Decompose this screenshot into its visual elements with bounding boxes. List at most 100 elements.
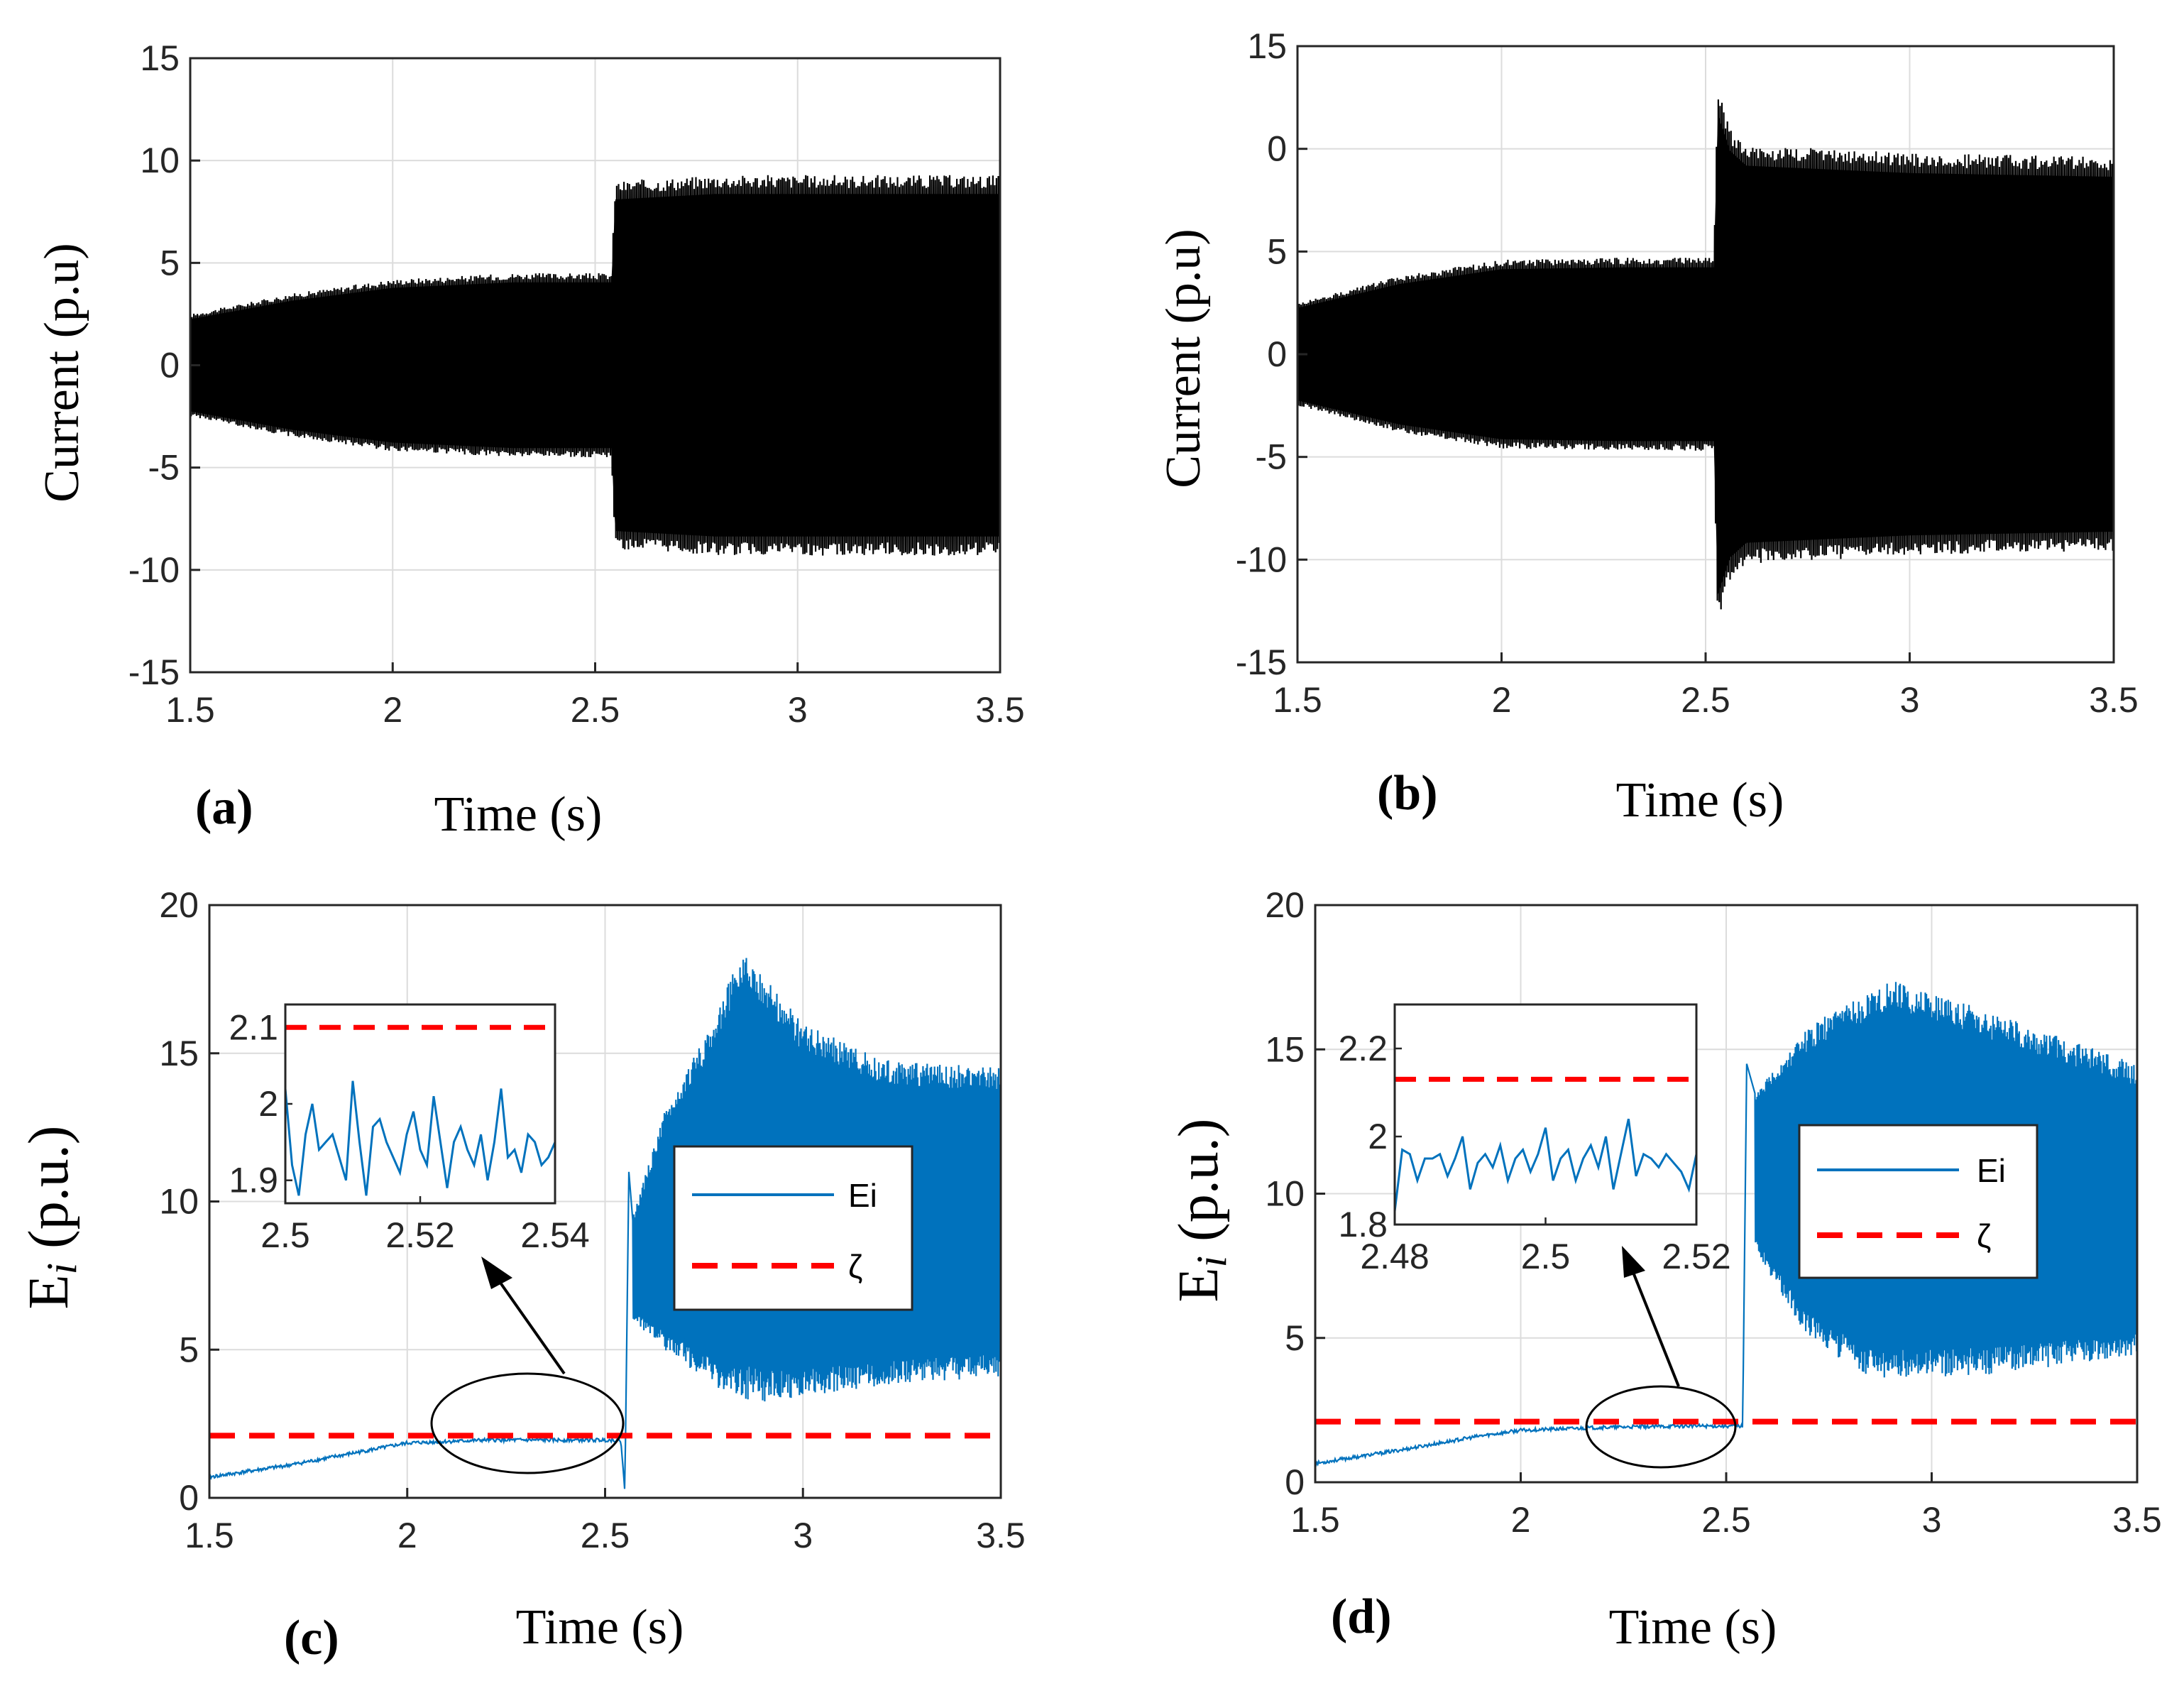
panel-c-legend-ei-label: Ei [848,1177,877,1214]
y-tick-label: 10 [140,141,180,180]
inset-background [285,1004,555,1203]
x-tick-label: 1.5 [1273,680,1322,720]
panel-d-legend: Ei ζ [1798,1124,2038,1279]
inset-frame [1393,1003,1698,1226]
inset-y-tick-label: 2.2 [1338,1029,1388,1068]
y-tick-label: 5 [179,1330,199,1369]
inset-x-tick-label: 2.5 [1521,1237,1571,1276]
y-tick-label: -10 [1236,540,1287,579]
y-tick-label: 0 [1267,129,1287,169]
current-waveform [189,175,1002,556]
y-tick-label: -15 [1236,642,1287,682]
panel-d-legend-ei-label: Ei [1977,1152,2006,1189]
current-envelope-fill [190,194,1000,537]
inset-x-tick-label: 2.52 [1662,1237,1730,1276]
panel-a-xlabel: Time (s) [434,787,603,842]
y-tick-label: -10 [128,550,180,590]
x-tick-label: 2 [1511,1500,1531,1540]
y-tick-label: 15 [140,38,180,78]
inset-y-tick-label: 2 [1368,1117,1388,1156]
panel-d-inset: 2.48 2.5 2.52 1.8 2 2.2 [1338,1003,1731,1276]
panel-c-label: (c) [284,1611,339,1665]
y-tick-label: 10 [159,1182,199,1222]
panel-c-legend-zeta-label: ζ [848,1248,862,1285]
inset-y-tick-label: 1.8 [1338,1205,1388,1244]
panel-b-ticks: 1.5 2 2.5 3 3.5 -15 -10 -5 0 5 0 15 [1236,26,2139,720]
y-tick-label: 5 [160,243,180,283]
y-tick-label: -5 [148,448,180,488]
y-tick-label: 10 [1265,1174,1305,1214]
y-tick-label: 20 [159,885,199,925]
x-tick-label: 2 [383,690,402,730]
panel-b-trace [1296,99,2115,610]
panel-d-label: (d) [1331,1589,1392,1644]
panel-a-label: (a) [195,780,253,835]
inset-y-tick-label: 2.1 [229,1007,278,1047]
panel-d-legend-zeta-label: ζ [1977,1217,1991,1254]
x-tick-label: 2.5 [1681,680,1730,720]
panel-c-legend: Ei ζ [673,1145,913,1311]
inset-y-tick-label: 1.9 [229,1161,278,1200]
y-tick-label: 20 [1265,885,1305,925]
inset-x-tick-label: 2.5 [260,1215,310,1255]
panel-b-label: (b) [1377,766,1438,821]
panel-d-zoom-arrow [1631,1270,1680,1387]
inset-y-tick-label: 2 [258,1084,278,1124]
panel-c: 1.5 2 2.5 3 3.5 0 5 10 15 20 2.5 2.52 2.54 1.9 2 2.1 E… [18,885,1026,1665]
panel-a-ticks: 1.5 2 2.5 3 3.5 -15 -10 -5 0 5 10 15 [128,38,1025,730]
inset-x-tick-label: 2.54 [520,1215,589,1255]
y-tick-label: 0 [160,346,180,385]
panel-d-zoom-arrowhead [1622,1246,1645,1278]
panel-c-inset: 2.5 2.52 2.54 1.9 2 2.1 [229,1003,590,1255]
inset-background [1395,1004,1696,1225]
panel-d-legend-box [1798,1124,2038,1279]
panel-c-zoom-arrow [495,1276,566,1375]
y-tick-label: 0 [1285,1462,1305,1502]
x-tick-label: 3.5 [2089,680,2139,720]
x-tick-label: 3.5 [975,690,1025,730]
current-envelope-fill [1297,114,2114,595]
panel-c-xlabel: Time (s) [516,1600,684,1655]
panel-a-ylabel: Current (p.u) [35,243,89,502]
inset-x-tick-label: 2.48 [1360,1237,1429,1276]
panel-d-ticks: 1.5 2 2.5 3 3.5 0 5 10 15 20 [1265,885,2161,1540]
inset-frame [284,1003,556,1205]
y-tick-label: 15 [1265,1029,1305,1069]
x-tick-label: 2 [1492,680,1512,720]
panel-d-zoom-ellipse [1585,1385,1737,1469]
x-tick-label: 2 [397,1516,417,1555]
x-tick-label: 3.5 [2112,1500,2162,1540]
x-tick-label: 2.5 [1701,1500,1751,1540]
y-tick-label: 15 [159,1034,199,1073]
x-tick-label: 3 [788,690,808,730]
x-tick-label: 3 [793,1516,813,1555]
y-tick-label: 0 [1267,334,1287,374]
y-tick-label: -15 [128,652,180,692]
panel-b: 1.5 2 2.5 3 3.5 -15 -10 -5 0 5 0 15 Current (p.u) T… [1156,26,2139,828]
x-tick-label: 1.5 [1290,1500,1340,1540]
panel-d-ylabel: Ei (p.u.) [1168,1119,1235,1303]
panel-c-ylabel: Ei (p.u.) [18,1126,85,1310]
panel-d-xlabel: Time (s) [1609,1600,1777,1655]
panel-c-ticks: 1.5 2 2.5 3 3.5 0 5 10 15 20 [159,885,1025,1555]
panel-d: 1.5 2 2.5 3 3.5 0 5 10 15 20 2.48 2.5 2.52 1.8 2 2.2 E… [1168,885,2162,1655]
x-tick-label: 1.5 [165,690,215,730]
inset-x-tick-label: 2.52 [385,1215,454,1255]
y-tick-label: 5 [1285,1318,1305,1358]
panel-b-xlabel: Time (s) [1616,773,1784,828]
x-tick-label: 3.5 [976,1516,1026,1555]
panel-c-zoom-arrowhead [481,1256,512,1289]
y-tick-label: 5 [1267,231,1287,271]
x-tick-label: 2.5 [571,690,620,730]
panel-c-legend-box [673,1145,913,1311]
inset-ei-trace [1393,1118,1698,1212]
x-tick-label: 1.5 [185,1516,234,1555]
panel-a-trace [189,175,1002,556]
y-tick-label: 15 [1247,26,1287,66]
panel-c-zoom-ellipse [430,1372,625,1474]
panel-b-ylabel: Current (p.u) [1156,229,1211,488]
y-tick-label: 0 [179,1478,199,1518]
y-tick-label: -5 [1256,437,1287,477]
